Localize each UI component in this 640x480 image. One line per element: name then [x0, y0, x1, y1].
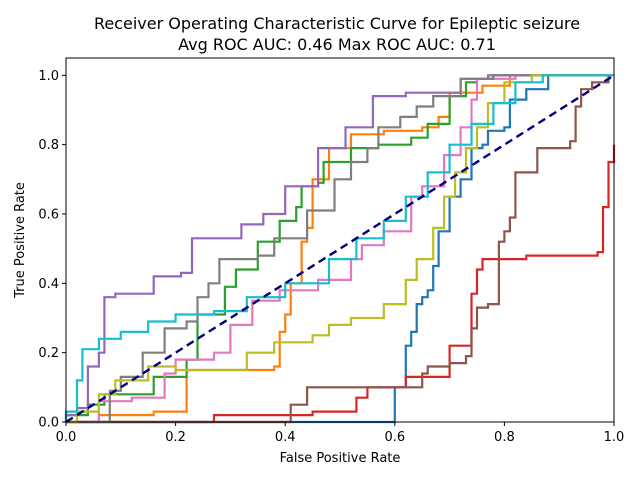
y-tick-label: 0.2 — [38, 346, 59, 361]
y-tick-label: 0.8 — [38, 138, 59, 153]
y-tick-label: 0.4 — [38, 277, 59, 292]
plot-frame — [65, 57, 615, 423]
y-axis-label: True Positive Rate — [13, 182, 28, 299]
diagonal-layer — [65, 74, 615, 424]
roc-curve-5 — [64, 74, 614, 422]
roc-curve-1 — [66, 74, 614, 424]
x-tick-label: 0.0 — [56, 430, 77, 445]
y-tick-label: 0.0 — [38, 416, 59, 431]
roc-curve-9 — [66, 74, 614, 424]
x-tick-label: 1.0 — [604, 430, 625, 445]
roc-curve-3 — [64, 74, 614, 422]
x-axis: 0.0 0.2 0.4 0.6 0.8 1.0 — [56, 422, 625, 445]
x-tick-label: 0.2 — [165, 430, 186, 445]
x-tick-label: 0.8 — [494, 430, 515, 445]
y-tick-label: 0.6 — [38, 208, 59, 223]
x-tick-label: 0.4 — [275, 430, 296, 445]
plot-area — [64, 57, 616, 424]
y-tick-label: 1.0 — [38, 69, 59, 84]
y-axis: 0.0 0.2 0.4 0.6 0.8 1.0 — [38, 69, 66, 431]
x-axis-label: False Positive Rate — [280, 451, 401, 466]
roc-curve-7 — [66, 74, 614, 424]
roc-curve-10 — [64, 74, 614, 422]
chart-title: Receiver Operating Characteristic Curve … — [94, 14, 580, 33]
chart-subtitle: Avg ROC AUC: 0.46 Max ROC AUC: 0.71 — [178, 35, 496, 54]
roc-curve-8 — [66, 74, 614, 424]
roc-curve-4 — [66, 144, 616, 424]
x-tick-label: 0.6 — [384, 430, 405, 445]
chance-diagonal-line — [65, 74, 615, 424]
roc-curve-6 — [66, 74, 614, 424]
series-layer — [64, 74, 616, 424]
